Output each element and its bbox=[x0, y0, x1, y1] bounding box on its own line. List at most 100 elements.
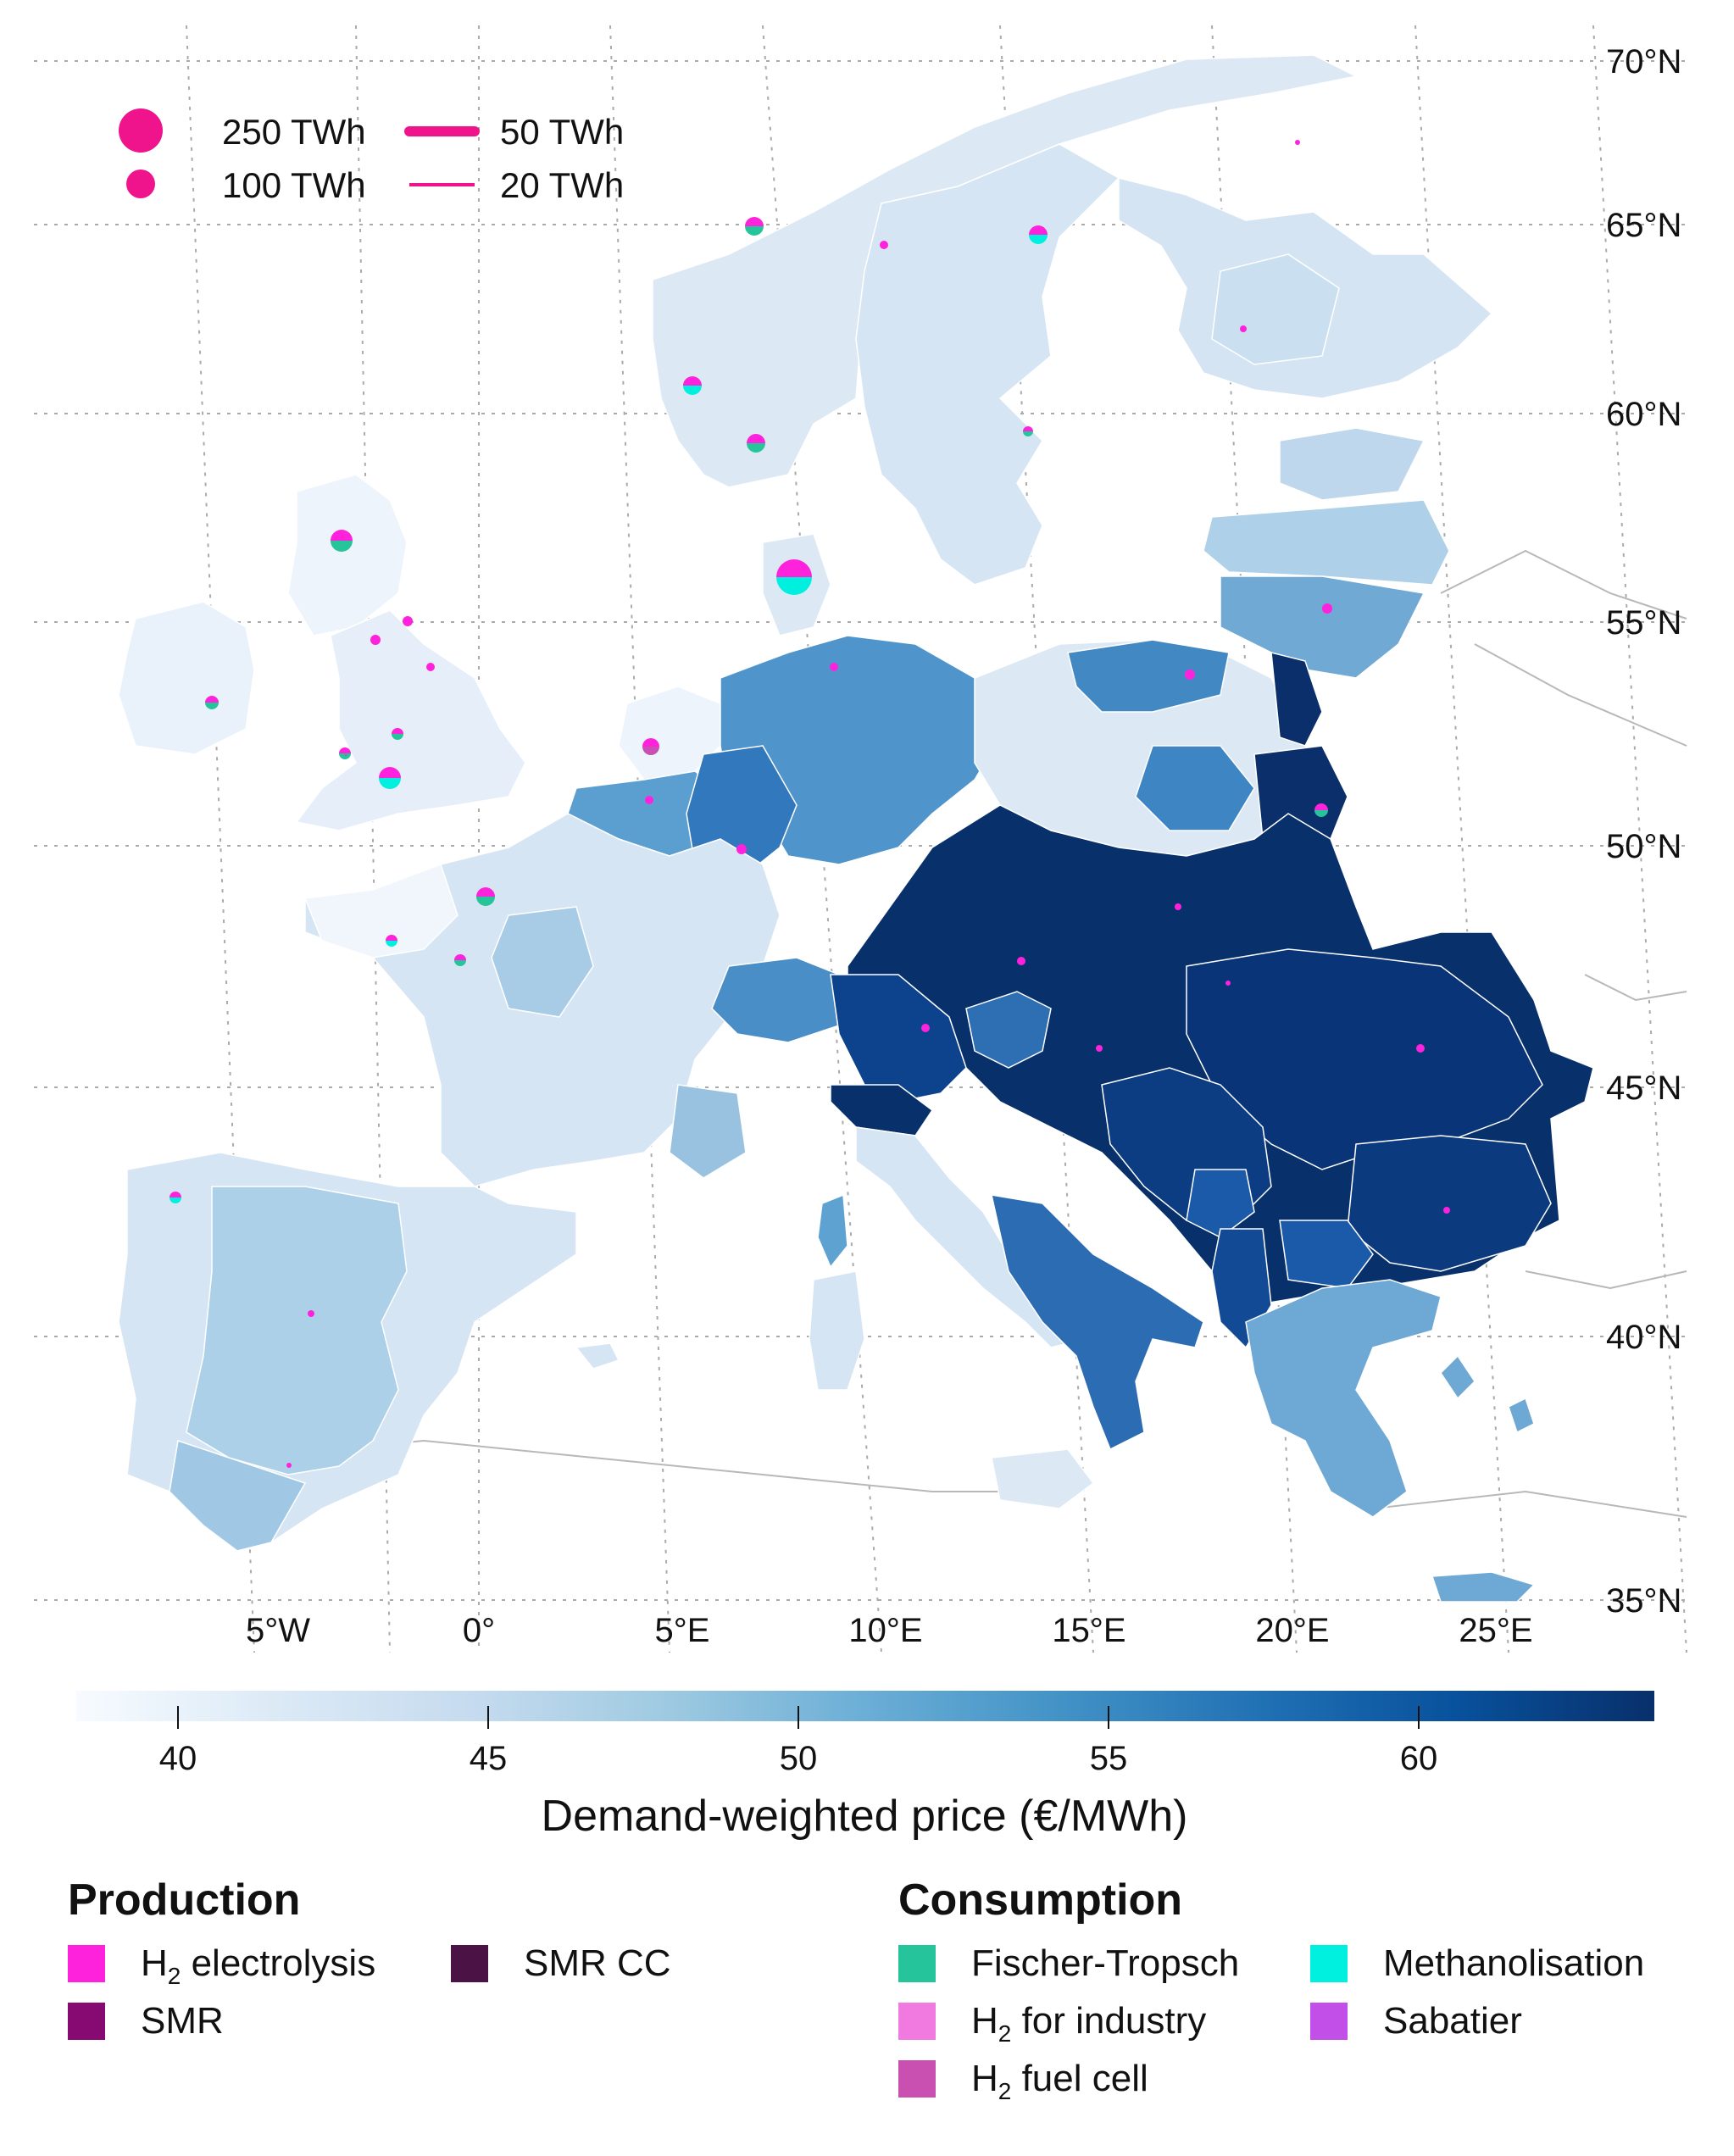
lon-label: 20°E bbox=[1255, 1612, 1329, 1649]
legend-label: Sabatier bbox=[1383, 2000, 1522, 2042]
legend-item-h2-industry: H2 for industry bbox=[898, 2000, 1207, 2047]
pie-marker bbox=[1023, 426, 1033, 436]
region-macedonia bbox=[1279, 1220, 1374, 1289]
lat-label: 35°N bbox=[1606, 1582, 1681, 1620]
region-greece bbox=[1245, 1279, 1442, 1518]
size-legend-label-100: 100 TWh bbox=[222, 165, 366, 205]
region-estonia bbox=[1279, 427, 1426, 501]
lat-label: 60°N bbox=[1606, 396, 1681, 433]
pie-marker bbox=[1175, 903, 1181, 910]
legend-item-smr: SMR bbox=[68, 2000, 224, 2042]
pie-marker bbox=[830, 663, 838, 671]
region-france-centre bbox=[491, 906, 594, 1018]
region-poland-east bbox=[1270, 652, 1323, 747]
pie-marker bbox=[308, 1310, 314, 1317]
pie-marker bbox=[1029, 225, 1048, 244]
legend-swatch bbox=[68, 1945, 105, 1982]
production-title: Production bbox=[68, 1875, 301, 1925]
pie-marker bbox=[1185, 670, 1195, 680]
pie-marker bbox=[1416, 1044, 1425, 1053]
pie-marker bbox=[736, 844, 747, 854]
legend-swatch bbox=[898, 2003, 936, 2040]
pie-marker bbox=[747, 434, 765, 453]
region-france-southeast bbox=[669, 1084, 747, 1179]
pie-marker bbox=[1295, 140, 1300, 145]
pie-marker bbox=[170, 1192, 181, 1203]
region-sweden bbox=[855, 143, 1120, 586]
region-south-spain bbox=[169, 1440, 307, 1552]
region-greece-islands bbox=[1440, 1354, 1535, 1434]
lon-label: 5°E bbox=[655, 1612, 710, 1649]
legend-swatch bbox=[1310, 1945, 1348, 1982]
legend-item-smr-cc: SMR CC bbox=[451, 1942, 671, 1985]
region-sardinia bbox=[809, 1270, 865, 1391]
regions bbox=[118, 54, 1594, 1603]
region-central-spain bbox=[186, 1186, 408, 1475]
legend-swatch bbox=[451, 1945, 488, 1982]
colorbar-tick: 50 bbox=[780, 1740, 818, 1777]
lat-label: 45°N bbox=[1606, 1070, 1681, 1107]
pie-marker bbox=[339, 747, 351, 759]
pie-marker bbox=[1017, 957, 1025, 965]
pie-marker bbox=[386, 935, 397, 947]
pie-marker bbox=[476, 887, 495, 906]
lat-label: 50°N bbox=[1606, 828, 1681, 865]
pie-marker bbox=[403, 616, 413, 626]
pie-marker bbox=[331, 530, 353, 552]
legend-swatch bbox=[68, 2003, 105, 2040]
pie-marker bbox=[880, 241, 888, 249]
pie-marker bbox=[1240, 325, 1247, 332]
region-switzerland bbox=[711, 957, 840, 1043]
lon-label: 10°E bbox=[848, 1612, 922, 1649]
pie-marker bbox=[645, 796, 653, 804]
pie-marker bbox=[454, 954, 466, 966]
colorbar-tick: 40 bbox=[159, 1740, 197, 1777]
pie-marker bbox=[370, 635, 381, 645]
legend-label: SMR bbox=[141, 2000, 224, 2042]
pie-marker bbox=[426, 663, 435, 671]
pie-marker bbox=[1096, 1045, 1103, 1052]
region-scotland bbox=[287, 474, 408, 636]
region-balearic bbox=[575, 1342, 620, 1370]
lat-label: 55°N bbox=[1606, 604, 1681, 642]
pie-marker bbox=[345, 754, 347, 756]
longitude-labels: 5°W 0° 5°E 10°E 15°E 20°E 25°E bbox=[246, 1612, 1533, 1649]
legend-swatch bbox=[898, 1945, 936, 1982]
region-finland-inner bbox=[1211, 253, 1340, 365]
legend-item-sabatier: Sabatier bbox=[1310, 2000, 1522, 2042]
region-england bbox=[295, 609, 526, 831]
legend-label: H2 fuel cell bbox=[971, 2058, 1148, 2104]
lon-label: 5°W bbox=[246, 1612, 310, 1649]
region-poland-north bbox=[1067, 639, 1230, 713]
region-montenegro bbox=[1186, 1169, 1255, 1238]
legend-item-methanolisation: Methanolisation bbox=[1310, 1942, 1644, 1985]
region-bulgaria bbox=[1347, 1135, 1552, 1272]
legend-swatch bbox=[898, 2060, 936, 2098]
colorbar-gradient bbox=[76, 1691, 1654, 1721]
colorbar-tick: 45 bbox=[470, 1740, 508, 1777]
size-legend-label-50: 50 TWh bbox=[500, 112, 624, 152]
legend-label: SMR CC bbox=[524, 1942, 671, 1984]
legend-label: Methanolisation bbox=[1383, 1942, 1645, 1984]
colorbar-tick: 55 bbox=[1090, 1740, 1128, 1777]
lat-label: 40°N bbox=[1606, 1319, 1681, 1356]
pie-markers bbox=[170, 140, 1450, 1468]
lat-label: 70°N bbox=[1606, 43, 1681, 81]
lon-label: 25°E bbox=[1459, 1612, 1532, 1649]
region-ireland bbox=[118, 601, 255, 755]
size-legend: 250 TWh 100 TWh 50 TWh 20 TWh bbox=[119, 108, 624, 205]
pie-marker bbox=[205, 696, 219, 709]
pie-marker bbox=[642, 738, 659, 755]
region-france-northwest bbox=[303, 864, 459, 959]
legend-item-h2-fuel-cell: H2 fuel cell bbox=[898, 2058, 1148, 2104]
legend-swatch bbox=[1310, 2003, 1348, 2040]
pie-marker bbox=[921, 1024, 930, 1032]
region-southern-italy bbox=[991, 1194, 1204, 1451]
region-crete bbox=[1431, 1571, 1536, 1603]
legend-label: H2 electrolysis bbox=[141, 1942, 376, 1989]
pie-marker bbox=[1314, 803, 1328, 817]
consumption-title: Consumption bbox=[898, 1875, 1183, 1925]
pie-marker bbox=[1225, 981, 1231, 986]
legend-label: H2 for industry bbox=[971, 2000, 1207, 2047]
